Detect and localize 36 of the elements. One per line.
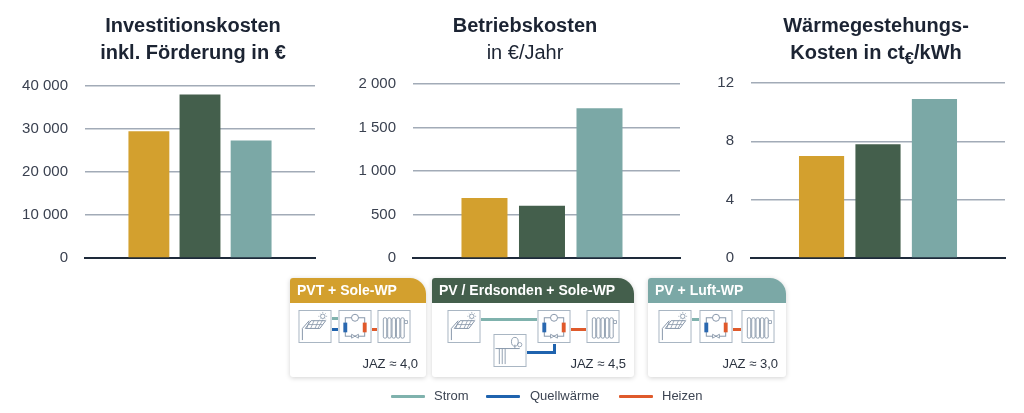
text: Quellwärme <box>530 388 600 404</box>
bar <box>230 140 272 258</box>
chart-subtitle: in €/Jahr <box>486 41 564 63</box>
y-tick-label: 2 000 <box>358 74 396 92</box>
y-tick-label: 1 500 <box>358 117 396 135</box>
y-tick-label: 0 <box>387 248 396 266</box>
chart-title: Betriebskosten <box>452 14 598 36</box>
y-tick-label: 0 <box>59 248 68 266</box>
system-card: PV + Luft-WP JAZ ≈ 3,0 <box>648 278 786 377</box>
y-tick-label: 4 <box>725 189 734 207</box>
y-tick-label: 0 <box>725 248 734 266</box>
bar <box>461 197 508 258</box>
bar <box>179 94 221 258</box>
y-tick-label: 40 000 <box>22 76 68 94</box>
y-tick-label: 30 000 <box>22 119 68 137</box>
category-label: PV + Luft-WP <box>655 281 744 300</box>
y-tick-label: 1 000 <box>358 161 396 179</box>
y-tick-label: 10 000 <box>22 205 68 223</box>
chart-title: Wärmegestehungs-Kosten in ct$_{€}$/kWh <box>783 14 969 68</box>
system-card: PVT + Sole-WP JAZ ≈ 4,0 <box>290 278 426 377</box>
bar <box>798 155 845 258</box>
category-label: PV / Erdsonden + Sole-WP <box>439 281 616 300</box>
y-tick-label: 500 <box>370 204 396 222</box>
y-tick-label: 8 <box>725 131 734 149</box>
text: Strom <box>434 388 469 404</box>
category-label: PVT + Sole-WP <box>297 281 397 300</box>
system-card: PV / Erdsonden + Sole-WP JAZ ≈ 4,5 <box>432 278 634 377</box>
chart-title: Investitionskosten inkl. Förderung in € <box>100 14 286 63</box>
y-tick-label: 12 <box>717 73 734 91</box>
text: Heizen <box>662 388 703 404</box>
bar <box>911 99 958 258</box>
y-tick-label: 20 000 <box>22 162 68 180</box>
bar <box>576 108 623 258</box>
bar <box>855 144 901 258</box>
bar <box>128 131 170 258</box>
bar <box>518 205 565 258</box>
